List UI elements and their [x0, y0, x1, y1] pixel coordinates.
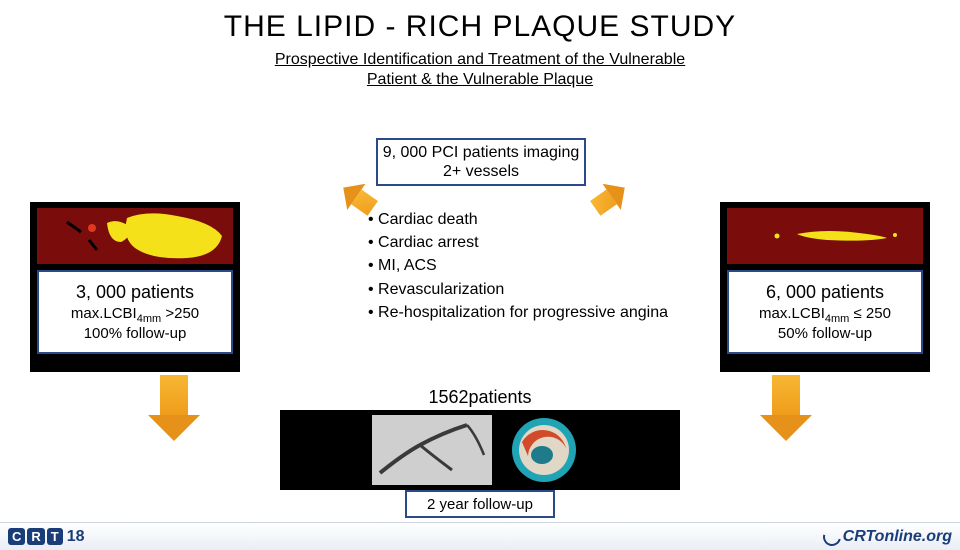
- outcomes-list: Cardiac death Cardiac arrest MI, ACS Rev…: [368, 208, 668, 324]
- right-cohort-panel: 6, 000 patients max.LCBI4mm ≤ 250 50% fo…: [720, 202, 930, 372]
- right-cohort-criteria: max.LCBI4mm ≤ 250: [735, 305, 915, 325]
- right-cohort-title: 6, 000 patients: [735, 282, 915, 303]
- left-cohort-criteria: max.LCBI4mm >250: [45, 305, 225, 325]
- footer-bar: C R T 18 CRTonline.org: [0, 522, 960, 550]
- arrow-down-left-icon: [148, 375, 200, 441]
- ivus-cross-section-icon: [500, 415, 588, 485]
- left-imaging-chemogram-icon: [37, 208, 233, 264]
- left-cohort-title: 3, 000 patients: [45, 282, 225, 303]
- study-title: THE LIPID - RICH PLAQUE STUDY: [0, 10, 960, 44]
- left-cohort-box: 3, 000 patients max.LCBI4mm >250 100% fo…: [37, 270, 233, 354]
- logo-letter: C: [8, 528, 25, 545]
- outcome-item: Revascularization: [368, 278, 668, 301]
- arrow-down-right-icon: [760, 375, 812, 441]
- right-imaging-chemogram-icon: [727, 208, 923, 264]
- followup-box: 2 year follow-up: [405, 490, 555, 518]
- left-cohort-followup: 100% follow-up: [45, 325, 225, 342]
- angiogram-image-icon: [372, 415, 492, 485]
- right-cohort-followup: 50% follow-up: [735, 325, 915, 342]
- crtonline-text: CRTonline.org: [843, 528, 952, 546]
- followup-text: 2 year follow-up: [427, 496, 533, 513]
- enrollment-box: 9, 000 PCI patients imaging 2+ vessels: [376, 138, 586, 186]
- crtonline-logo: CRTonline.org: [823, 528, 952, 546]
- logo-letter: T: [47, 528, 63, 545]
- right-cohort-box: 6, 000 patients max.LCBI4mm ≤ 250 50% fo…: [727, 270, 923, 354]
- crt18-logo: C R T 18: [8, 528, 85, 546]
- left-cohort-panel: 3, 000 patients max.LCBI4mm >250 100% fo…: [30, 202, 240, 372]
- study-subtitle: Prospective Identification and Treatment…: [265, 50, 695, 90]
- logo-year: 18: [67, 528, 85, 546]
- outcome-item: MI, ACS: [368, 254, 668, 277]
- outcome-item: Cardiac death: [368, 208, 668, 231]
- bottom-images-panel: [280, 410, 680, 490]
- outcome-item: Cardiac arrest: [368, 231, 668, 254]
- logo-letter: R: [27, 528, 44, 545]
- enrollment-text: 9, 000 PCI patients imaging 2+ vessels: [378, 143, 584, 181]
- outcome-item: Re-hospitalization for progressive angin…: [368, 301, 668, 324]
- swoosh-icon: [819, 524, 844, 549]
- enrolled-count: 1562patients: [0, 387, 960, 408]
